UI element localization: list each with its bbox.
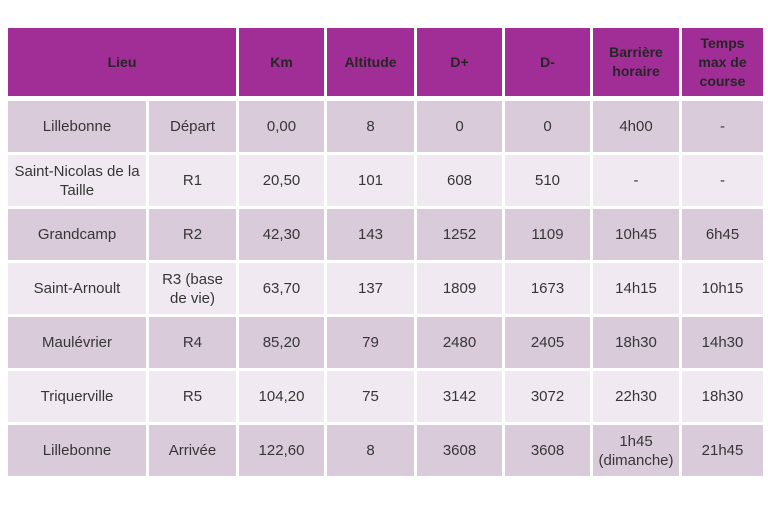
cell-place: Grandcamp [5, 206, 149, 263]
cell-d-minus: 2405 [502, 314, 593, 371]
table-row-r5: Triquerville R5 104,20 75 3142 3072 22h3… [5, 368, 766, 425]
column-header-temps-max: Temps max de course [679, 25, 766, 101]
cell-checkpoint: Départ [146, 97, 239, 155]
cell-barriere: - [590, 152, 682, 209]
cell-checkpoint: Arrivée [146, 422, 239, 479]
cell-d-plus: 1252 [414, 206, 505, 263]
cell-altitude: 79 [324, 314, 417, 371]
cell-km: 104,20 [236, 368, 327, 425]
column-header-km: Km [236, 25, 327, 101]
cell-d-plus: 0 [414, 97, 505, 155]
table-row-depart: Lillebonne Départ 0,00 8 0 0 4h00 - [5, 97, 766, 155]
cell-d-minus: 3072 [502, 368, 593, 425]
cell-checkpoint: R2 [146, 206, 239, 263]
cell-d-minus: 1109 [502, 206, 593, 263]
cell-altitude: 143 [324, 206, 417, 263]
column-header-d-plus: D+ [414, 25, 505, 101]
cell-km: 63,70 [236, 260, 327, 317]
cell-checkpoint: R3 (base de vie) [146, 260, 239, 317]
cell-d-minus: 510 [502, 152, 593, 209]
cell-altitude: 8 [324, 97, 417, 155]
column-header-lieu: Lieu [5, 25, 239, 101]
cell-checkpoint: R5 [146, 368, 239, 425]
race-checkpoints-table: Lieu Km Altitude D+ D- Barrière horaire … [5, 25, 766, 479]
cell-km: 42,30 [236, 206, 327, 263]
column-header-d-minus: D- [502, 25, 593, 101]
cell-d-minus: 0 [502, 97, 593, 155]
cell-km: 20,50 [236, 152, 327, 209]
cell-barriere: 18h30 [590, 314, 682, 371]
cell-d-plus: 1809 [414, 260, 505, 317]
header-row: Lieu Km Altitude D+ D- Barrière horaire … [5, 25, 766, 101]
column-header-barriere-horaire: Barrière horaire [590, 25, 682, 101]
cell-temps-max: 10h15 [679, 260, 766, 317]
cell-place: Lillebonne [5, 97, 149, 155]
cell-d-plus: 608 [414, 152, 505, 209]
cell-temps-max: - [679, 97, 766, 155]
cell-altitude: 75 [324, 368, 417, 425]
cell-barriere: 22h30 [590, 368, 682, 425]
cell-place: Maulévrier [5, 314, 149, 371]
table-row-arrivee: Lillebonne Arrivée 122,60 8 3608 3608 1h… [5, 422, 766, 479]
cell-temps-max: 6h45 [679, 206, 766, 263]
table-row-r2: Grandcamp R2 42,30 143 1252 1109 10h45 6… [5, 206, 766, 263]
cell-barriere: 4h00 [590, 97, 682, 155]
cell-temps-max: 21h45 [679, 422, 766, 479]
table-row-r4: Maulévrier R4 85,20 79 2480 2405 18h30 1… [5, 314, 766, 371]
cell-place: Lillebonne [5, 422, 149, 479]
cell-km: 122,60 [236, 422, 327, 479]
cell-place: Saint-Arnoult [5, 260, 149, 317]
cell-d-plus: 3608 [414, 422, 505, 479]
cell-barriere: 10h45 [590, 206, 682, 263]
cell-barriere: 1h45 (dimanche) [590, 422, 682, 479]
cell-d-plus: 3142 [414, 368, 505, 425]
cell-barriere: 14h15 [590, 260, 682, 317]
cell-checkpoint: R4 [146, 314, 239, 371]
cell-place: Saint-Nicolas de la Taille [5, 152, 149, 209]
table-row-r3: Saint-Arnoult R3 (base de vie) 63,70 137… [5, 260, 766, 317]
cell-km: 85,20 [236, 314, 327, 371]
cell-checkpoint: R1 [146, 152, 239, 209]
column-header-altitude: Altitude [324, 25, 417, 101]
cell-altitude: 8 [324, 422, 417, 479]
cell-d-minus: 1673 [502, 260, 593, 317]
cell-temps-max: 14h30 [679, 314, 766, 371]
cell-altitude: 137 [324, 260, 417, 317]
cell-temps-max: 18h30 [679, 368, 766, 425]
cell-d-plus: 2480 [414, 314, 505, 371]
cell-temps-max: - [679, 152, 766, 209]
cell-km: 0,00 [236, 97, 327, 155]
cell-place: Triquerville [5, 368, 149, 425]
cell-d-minus: 3608 [502, 422, 593, 479]
cell-altitude: 101 [324, 152, 417, 209]
table-row-r1: Saint-Nicolas de la Taille R1 20,50 101 … [5, 152, 766, 209]
